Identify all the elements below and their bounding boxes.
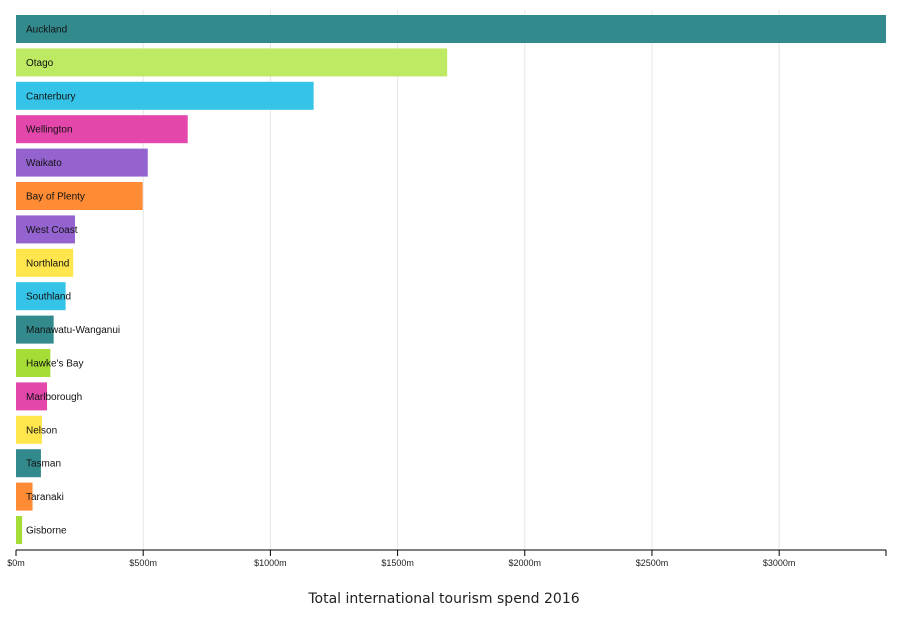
bar-label: Manawatu-Wanganui xyxy=(26,325,120,336)
x-axis: $0m $500m $1000m $1500m $2000m $2500m $3000m xyxy=(7,549,887,568)
x-tick-label: $2500m xyxy=(636,558,669,568)
bar-label: Bay of Plenty xyxy=(26,192,85,203)
bar-label: West Coast xyxy=(26,225,78,236)
bar-label: Gisborne xyxy=(26,526,67,537)
bar xyxy=(16,449,41,478)
x-tick-label: $500m xyxy=(129,558,157,568)
bar xyxy=(16,349,51,377)
bar-label: Hawke's Bay xyxy=(26,359,84,370)
bar-label: Southland xyxy=(26,292,71,303)
bar xyxy=(16,182,143,210)
x-axis-label: Total international tourism spend 2016 xyxy=(307,591,579,607)
bar xyxy=(16,516,23,544)
bar-label: Otago xyxy=(26,58,54,69)
x-tick-label: $1500m xyxy=(381,558,414,568)
bar xyxy=(16,415,42,444)
bar-label: Auckland xyxy=(26,25,67,36)
x-tick-label: $1000m xyxy=(254,558,287,568)
bar-label: Canterbury xyxy=(26,91,75,102)
bar xyxy=(16,382,48,411)
bar xyxy=(16,315,54,344)
bar xyxy=(16,48,448,77)
bar xyxy=(16,115,188,144)
x-tick-label: $0m xyxy=(7,558,25,568)
bar xyxy=(16,215,76,244)
bar-label: Taranaki xyxy=(26,492,64,503)
bar xyxy=(16,282,66,311)
bar-label: Waikato xyxy=(26,158,62,169)
bars: Auckland Otago Canterbury Wellington Waikato… xyxy=(16,15,886,544)
bar-label: Marlborough xyxy=(26,392,82,403)
bar xyxy=(16,248,74,277)
bar-label: Wellington xyxy=(26,125,73,136)
bar xyxy=(16,148,148,177)
x-tick-label: $3000m xyxy=(763,558,796,568)
bar-label: Northland xyxy=(26,258,69,269)
bar-label: Nelson xyxy=(26,425,57,436)
bar xyxy=(16,15,886,43)
bar-label: Tasman xyxy=(26,459,61,470)
bar xyxy=(16,482,33,511)
x-tick-label: $2000m xyxy=(509,558,542,568)
bar xyxy=(16,81,314,110)
